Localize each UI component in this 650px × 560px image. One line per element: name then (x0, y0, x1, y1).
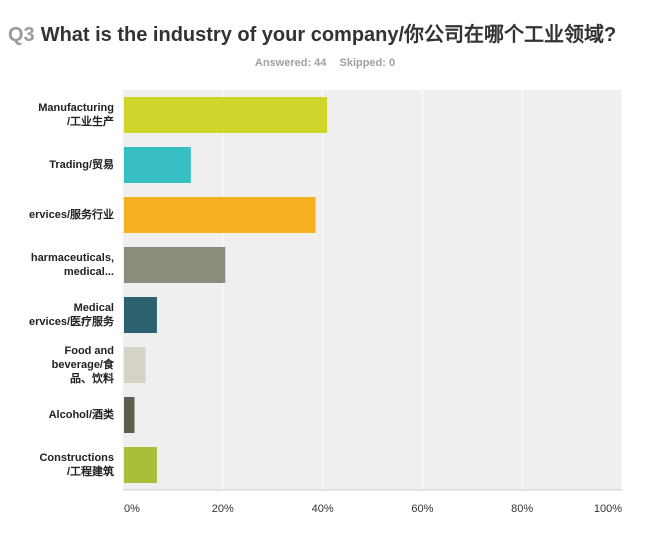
category-label: Constructions/工程建筑 (2, 451, 114, 479)
bar[interactable] (124, 347, 146, 383)
bar[interactable] (124, 147, 191, 183)
x-tick-label: 80% (511, 503, 533, 515)
x-tick-label: 20% (212, 503, 234, 515)
x-tick-label: 40% (312, 503, 334, 515)
response-stats: Answered: 44 Skipped: 0 (0, 57, 650, 69)
category-label: Trading/贸易 (2, 158, 114, 172)
plot-area (123, 90, 622, 490)
x-tick-label: 60% (411, 503, 433, 515)
category-label: Food and beverage/食品、饮料 (2, 344, 114, 386)
bar[interactable] (124, 397, 135, 433)
category-label-line: 品、饮料 (70, 373, 114, 385)
category-label-line: ervices/服务行业 (29, 209, 114, 221)
x-tick-label: 100% (594, 503, 622, 515)
question-number: Q3 (8, 24, 35, 46)
category-label-line: harmaceuticals, (30, 252, 114, 264)
bar[interactable] (124, 97, 328, 133)
category-label: Alcohol/酒类 (2, 408, 114, 422)
category-label-line: beverage/食 (51, 359, 114, 371)
category-label: Medical ervices/医疗服务 (2, 301, 114, 329)
category-label-line: /工业生产 (66, 116, 114, 128)
x-tick-label: 0% (124, 503, 140, 515)
category-label: Manufacturing/工业生产 (2, 101, 114, 129)
category-label: harmaceuticals, medical... (2, 251, 114, 279)
bar[interactable] (124, 297, 157, 333)
category-label-line: Food and (64, 345, 115, 357)
category-label-line: medical... (63, 266, 114, 278)
category-label-line: Medical (73, 302, 114, 314)
category-label-line: Trading/贸易 (49, 159, 114, 171)
bar[interactable] (124, 247, 226, 283)
category-label: ervices/服务行业 (2, 208, 114, 222)
question-title: Q3 What is the industry of your company/你… (8, 18, 616, 47)
x-axis-ticks: 0% 20% 40% 60% 80% 100% (124, 503, 622, 515)
skipped-count: Skipped: 0 (339, 57, 396, 69)
bar[interactable] (124, 447, 157, 483)
category-label-line: Manufacturing (38, 102, 114, 114)
category-label-line: Alcohol/酒类 (48, 409, 114, 421)
question-text: What is the industry of your company/你公司… (40, 24, 617, 46)
category-label-line: /工程建筑 (66, 466, 114, 478)
category-label-line: ervices/医疗服务 (29, 316, 114, 328)
bars (124, 97, 328, 483)
category-label-line: Constructions (39, 452, 114, 464)
answered-count: Answered: 44 (254, 57, 327, 69)
gridlines (222, 90, 623, 490)
bar[interactable] (124, 197, 316, 233)
